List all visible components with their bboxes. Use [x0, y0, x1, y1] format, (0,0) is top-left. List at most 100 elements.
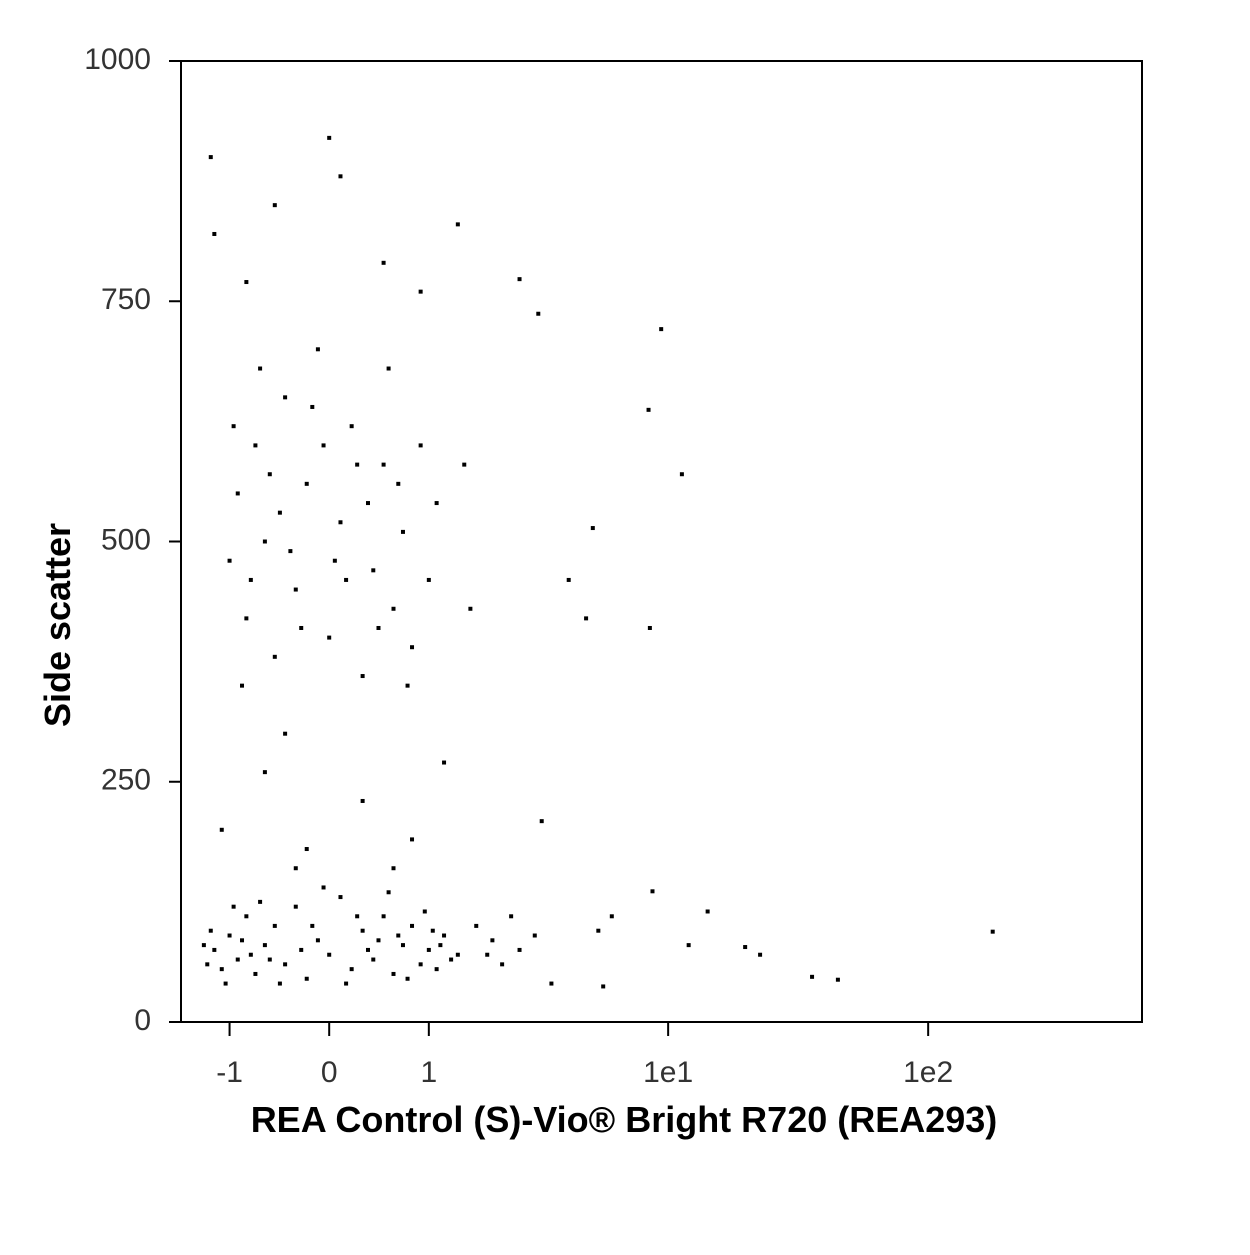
point [201, 943, 206, 948]
point [240, 683, 245, 688]
point [208, 928, 213, 933]
point [365, 501, 370, 506]
x-tick-label: 0 [321, 1056, 338, 1089]
point [426, 947, 431, 952]
point [262, 770, 267, 775]
point [485, 952, 490, 957]
point [327, 635, 332, 640]
point [248, 577, 253, 582]
point [244, 280, 249, 285]
point [418, 443, 423, 448]
point [262, 539, 267, 544]
point [442, 933, 447, 938]
point [376, 625, 381, 630]
point [517, 277, 522, 282]
point [212, 947, 217, 952]
point [536, 311, 541, 316]
x-axis-label: REA Control (S)-Vio® Bright R720 (REA293… [251, 1099, 998, 1140]
point [231, 904, 236, 909]
point [490, 938, 495, 943]
y-tick-label: 500 [101, 523, 151, 556]
point [434, 967, 439, 972]
point [650, 889, 655, 894]
point [391, 866, 396, 871]
point [381, 462, 386, 467]
point [391, 606, 396, 611]
point [272, 654, 277, 659]
point [244, 914, 249, 919]
point [517, 947, 522, 952]
point [391, 971, 396, 976]
point [596, 928, 601, 933]
point [327, 952, 332, 957]
point [405, 976, 410, 981]
point [310, 923, 315, 928]
point [253, 971, 258, 976]
point [277, 510, 282, 515]
point [355, 914, 360, 919]
point [539, 819, 544, 824]
point [235, 957, 240, 962]
point [205, 962, 210, 967]
point [500, 962, 505, 967]
point [244, 616, 249, 621]
point [338, 174, 343, 179]
point [410, 645, 415, 650]
plot-frame [180, 60, 1143, 1023]
point [422, 909, 427, 914]
point [371, 957, 376, 962]
point [208, 155, 213, 160]
point [272, 923, 277, 928]
point [267, 957, 272, 962]
point [360, 928, 365, 933]
point [262, 943, 267, 948]
point [349, 967, 354, 972]
point [293, 587, 298, 592]
point [810, 974, 815, 979]
y-tick-label: 0 [134, 1004, 151, 1037]
point [410, 837, 415, 842]
point [258, 366, 263, 371]
point [293, 904, 298, 909]
point [426, 577, 431, 582]
y-tick-label: 750 [101, 283, 151, 316]
point [349, 424, 354, 429]
point [590, 526, 595, 531]
point [509, 914, 514, 919]
point [235, 491, 240, 496]
point [219, 827, 224, 832]
point [327, 135, 332, 140]
point [315, 938, 320, 943]
point [355, 462, 360, 467]
point [315, 347, 320, 352]
point [386, 366, 391, 371]
point [299, 625, 304, 630]
point [360, 674, 365, 679]
point [332, 558, 337, 563]
point [283, 962, 288, 967]
point [288, 549, 293, 554]
point [267, 472, 272, 477]
point [365, 947, 370, 952]
point [418, 962, 423, 967]
x-tick-label: 1 [420, 1056, 437, 1089]
x-tick-label: -1 [216, 1056, 243, 1089]
point [455, 952, 460, 957]
y-axis-label: Side scatter [37, 523, 78, 727]
x-tick-label: 1e1 [643, 1056, 693, 1089]
point [455, 222, 460, 227]
y-tick-label: 1000 [84, 43, 151, 76]
point [647, 625, 652, 630]
point [293, 866, 298, 871]
point [240, 938, 245, 943]
point [344, 981, 349, 986]
point [371, 568, 376, 573]
point [758, 952, 763, 957]
point [227, 558, 232, 563]
point [219, 967, 224, 972]
point [410, 923, 415, 928]
point [468, 606, 473, 611]
point [990, 929, 995, 934]
point [418, 289, 423, 294]
